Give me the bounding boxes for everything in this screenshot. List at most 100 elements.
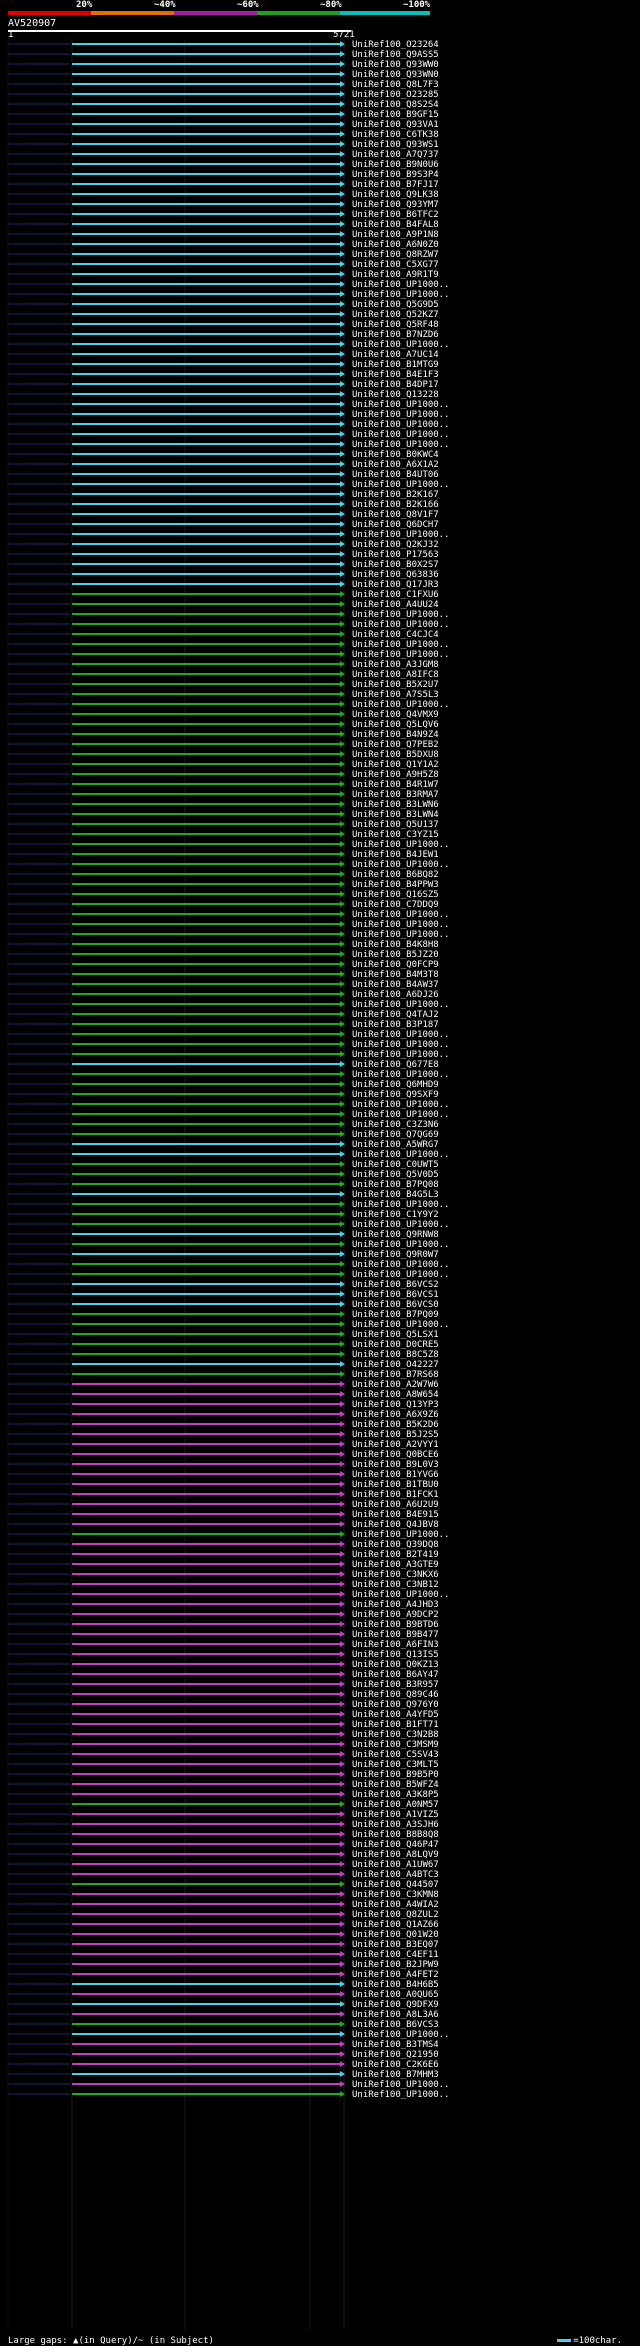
hit-link[interactable]: UniRef100_A7UC14	[352, 350, 439, 360]
hit-link[interactable]: UniRef100_B5X2U7	[352, 680, 439, 690]
hit-link[interactable]: UniRef100_B9L0V3	[352, 1460, 439, 1470]
hit-link[interactable]: UniRef100_A8LQV9	[352, 1850, 439, 1860]
hit-link[interactable]: UniRef100_B6VCS2	[352, 1280, 439, 1290]
hit-link[interactable]: UniRef100_Q0FCP9	[352, 960, 439, 970]
hit-link[interactable]: UniRef100_Q6DCH7	[352, 520, 439, 530]
hit-link[interactable]: UniRef100_Q8ZUL2	[352, 1910, 439, 1920]
hit-link[interactable]: UniRef100_B4H6B5	[352, 1980, 439, 1990]
hit-link[interactable]: UniRef100_C6TK38	[352, 130, 439, 140]
hit-link[interactable]: UniRef100_Q0KZ13	[352, 1660, 439, 1670]
hit-link[interactable]: UniRef100_Q44507	[352, 1880, 439, 1890]
hit-link[interactable]: UniRef100_B6VCS3	[352, 2020, 439, 2030]
hit-link[interactable]: UniRef100_B7FJ17	[352, 180, 439, 190]
hit-link[interactable]: UniRef100_C0UWT5	[352, 1160, 439, 1170]
hit-link[interactable]: UniRef100_Q9R0W7	[352, 1250, 439, 1260]
hit-link[interactable]: UniRef100_Q93WW0	[352, 60, 439, 70]
hit-link[interactable]: UniRef100_UP1000..	[352, 910, 450, 920]
hit-link[interactable]: UniRef100_A9H5Z8	[352, 770, 439, 780]
hit-link[interactable]: UniRef100_B1FCK1	[352, 1490, 439, 1500]
hit-link[interactable]: UniRef100_UP1000..	[352, 1050, 450, 1060]
hit-link[interactable]: UniRef100_B0X2S7	[352, 560, 439, 570]
hit-link[interactable]: UniRef100_Q1AZ66	[352, 1920, 439, 1930]
hit-link[interactable]: UniRef100_UP1000..	[352, 530, 450, 540]
hit-link[interactable]: UniRef100_UP1000..	[352, 1530, 450, 1540]
hit-link[interactable]: UniRef100_UP1000..	[352, 410, 450, 420]
hit-link[interactable]: UniRef100_Q8RZW7	[352, 250, 439, 260]
hit-link[interactable]: UniRef100_A3SJH6	[352, 1820, 439, 1830]
hit-link[interactable]: UniRef100_Q5U137	[352, 820, 439, 830]
hit-link[interactable]: UniRef100_Q7QG69	[352, 1130, 439, 1140]
hit-link[interactable]: UniRef100_C2K6E6	[352, 2060, 439, 2070]
hit-link[interactable]: UniRef100_UP1000..	[352, 1240, 450, 1250]
hit-link[interactable]: UniRef100_B4E915	[352, 1510, 439, 1520]
hit-link[interactable]: UniRef100_A6FIN3	[352, 1640, 439, 1650]
hit-link[interactable]: UniRef100_A0QU65	[352, 1990, 439, 2000]
hit-link[interactable]: UniRef100_A7Q737	[352, 150, 439, 160]
hit-link[interactable]: UniRef100_B1TBU0	[352, 1480, 439, 1490]
hit-link[interactable]: UniRef100_Q39DQ8	[352, 1540, 439, 1550]
hit-link[interactable]: UniRef100_B2K166	[352, 500, 439, 510]
hit-link[interactable]: UniRef100_A6DJ26	[352, 990, 439, 1000]
hit-link[interactable]: UniRef100_UP1000..	[352, 280, 450, 290]
hit-link[interactable]: UniRef100_UP1000..	[352, 650, 450, 660]
hit-link[interactable]: UniRef100_UP1000..	[352, 430, 450, 440]
hit-link[interactable]: UniRef100_B2JPW9	[352, 1960, 439, 1970]
hit-link[interactable]: UniRef100_A6N0Z0	[352, 240, 439, 250]
hit-link[interactable]: UniRef100_C7DDQ9	[352, 900, 439, 910]
hit-link[interactable]: UniRef100_B6TFC2	[352, 210, 439, 220]
hit-link[interactable]: UniRef100_UP1000..	[352, 2090, 450, 2100]
hit-link[interactable]: UniRef100_A8L3A6	[352, 2010, 439, 2020]
hit-link[interactable]: UniRef100_Q93WN0	[352, 70, 439, 80]
hit-link[interactable]: UniRef100_A4FET2	[352, 1970, 439, 1980]
hit-link[interactable]: UniRef100_C3N2B8	[352, 1730, 439, 1740]
hit-link[interactable]: UniRef100_B5JZ20	[352, 950, 439, 960]
hit-link[interactable]: UniRef100_Q13YP3	[352, 1400, 439, 1410]
hit-link[interactable]: UniRef100_Q13IS5	[352, 1650, 439, 1660]
hit-link[interactable]: UniRef100_B3P187	[352, 1020, 439, 1030]
hit-link[interactable]: UniRef100_B8B8Q8	[352, 1830, 439, 1840]
hit-link[interactable]: UniRef100_A4UU24	[352, 600, 439, 610]
hit-link[interactable]: UniRef100_B5DXU8	[352, 750, 439, 760]
hit-link[interactable]: UniRef100_Q9ASS5	[352, 50, 439, 60]
hit-link[interactable]: UniRef100_UP1000..	[352, 1100, 450, 1110]
hit-link[interactable]: UniRef100_B6BQ82	[352, 870, 439, 880]
hit-link[interactable]: UniRef100_A9DCP2	[352, 1610, 439, 1620]
hit-link[interactable]: UniRef100_B4JEW1	[352, 850, 439, 860]
hit-link[interactable]: UniRef100_A2W7W6	[352, 1380, 439, 1390]
hit-link[interactable]: UniRef100_C3YZ15	[352, 830, 439, 840]
hit-link[interactable]: UniRef100_A0NM57	[352, 1800, 439, 1810]
hit-link[interactable]: UniRef100_A3JGM8	[352, 660, 439, 670]
hit-link[interactable]: UniRef100_UP1000..	[352, 2030, 450, 2040]
hit-link[interactable]: UniRef100_UP1000..	[352, 340, 450, 350]
hit-link[interactable]: UniRef100_Q2KJ32	[352, 540, 439, 550]
hit-link[interactable]: UniRef100_A1VIZ5	[352, 1810, 439, 1820]
hit-link[interactable]: UniRef100_O23285	[352, 90, 439, 100]
hit-link[interactable]: UniRef100_B7MHM3	[352, 2070, 439, 2080]
hit-link[interactable]: UniRef100_B4N9Z4	[352, 730, 439, 740]
hit-link[interactable]: UniRef100_Q9SXF9	[352, 1090, 439, 1100]
hit-link[interactable]: UniRef100_B9BTD6	[352, 1620, 439, 1630]
hit-link[interactable]: UniRef100_UP1000..	[352, 2080, 450, 2090]
hit-link[interactable]: UniRef100_B6VCS0	[352, 1300, 439, 1310]
hit-link[interactable]: UniRef100_B3LWN4	[352, 810, 439, 820]
hit-link[interactable]: UniRef100_A7S5L3	[352, 690, 439, 700]
hit-link[interactable]: UniRef100_Q16SZ5	[352, 890, 439, 900]
hit-link[interactable]: UniRef100_C1FXU6	[352, 590, 439, 600]
hit-link[interactable]: UniRef100_Q63836	[352, 570, 439, 580]
hit-link[interactable]: UniRef100_Q8V1F7	[352, 510, 439, 520]
hit-link[interactable]: UniRef100_UP1000..	[352, 1030, 450, 1040]
hit-link[interactable]: UniRef100_B5K2D6	[352, 1420, 439, 1430]
hit-link[interactable]: UniRef100_UP1000..	[352, 1260, 450, 1270]
hit-link[interactable]: UniRef100_Q5LQV6	[352, 720, 439, 730]
hit-link[interactable]: UniRef100_A3GTE9	[352, 1560, 439, 1570]
hit-link[interactable]: UniRef100_Q17JR3	[352, 580, 439, 590]
hit-link[interactable]: UniRef100_B3R957	[352, 1680, 439, 1690]
hit-link[interactable]: UniRef100_A2VYY1	[352, 1440, 439, 1450]
hit-link[interactable]: UniRef100_Q6MHD9	[352, 1080, 439, 1090]
hit-link[interactable]: UniRef100_Q976Y0	[352, 1700, 439, 1710]
hit-link[interactable]: UniRef100_B3TMS4	[352, 2040, 439, 2050]
hit-link[interactable]: UniRef100_UP1000..	[352, 440, 450, 450]
hit-link[interactable]: UniRef100_C5SV43	[352, 1750, 439, 1760]
hit-link[interactable]: UniRef100_Q01W20	[352, 1930, 439, 1940]
hit-link[interactable]: UniRef100_O23264	[352, 40, 439, 50]
